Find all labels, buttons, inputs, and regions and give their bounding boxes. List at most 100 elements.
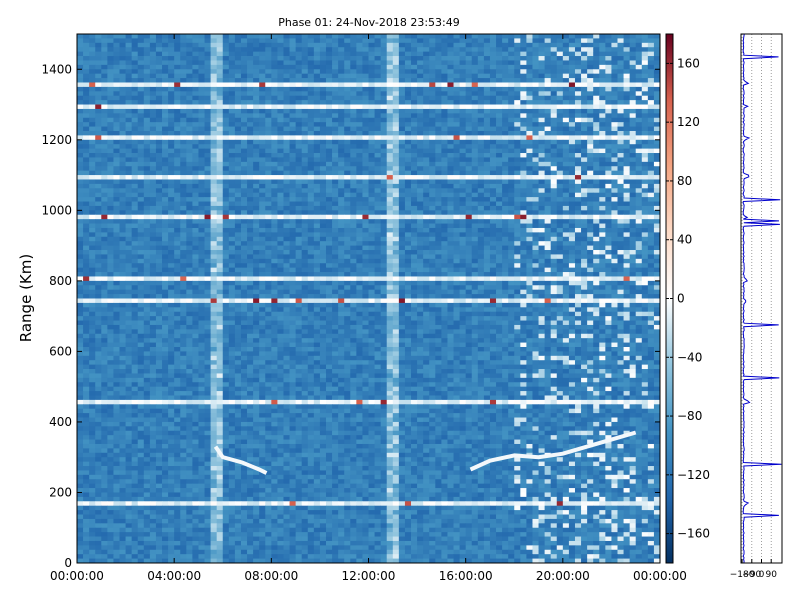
heatmap-cell [216,38,224,44]
heatmap-cell [332,201,339,207]
heatmap-cell [647,56,655,61]
heatmap-cell [198,122,205,127]
heatmap-cell [313,117,321,123]
heatmap-cell [587,130,594,136]
heatmap-cell [216,34,224,39]
heatmap-cell [119,205,126,211]
heatmap-cell [356,258,363,264]
heatmap-cell [119,130,126,136]
heatmap-cell [508,183,515,189]
heatmap-cell [380,148,388,154]
heatmap-cell [174,104,181,110]
heatmap-cell [174,245,181,251]
heatmap-cell [404,148,412,154]
heatmap-cell [562,144,570,150]
heatmap-cell [447,254,454,260]
heatmap-cell [228,258,236,264]
heatmap-cell [532,104,539,110]
heatmap-cell [265,214,272,220]
heatmap-cell [289,197,297,202]
heatmap-cell [192,223,199,229]
heatmap-cell [149,166,157,172]
heatmap-cell [605,95,612,101]
heatmap-cell [319,219,327,224]
heatmap-cell [453,91,460,97]
heatmap-cell [277,157,284,163]
heatmap-cell [131,254,139,260]
heatmap-cell [344,113,351,119]
heatmap-cell [629,86,637,92]
heatmap-cell [508,223,515,229]
heatmap-cell [271,126,278,132]
heatmap-cell [514,73,521,79]
heatmap-cell [204,157,211,163]
heatmap-cell [295,60,303,66]
heatmap-cell [429,236,436,242]
heatmap-cell [174,153,181,158]
heatmap-cell [623,73,631,79]
heatmap-cell [489,60,497,66]
heatmap-cell [411,69,418,75]
heatmap-cell [198,245,205,251]
heatmap-cell [283,60,290,66]
heatmap-cell [319,245,327,251]
heatmap-cell [429,219,436,224]
heatmap-cell [301,117,309,123]
heatmap-cell [113,219,120,224]
heatmap-cell [119,219,126,224]
heatmap-cell [617,91,624,97]
heatmap-cell [216,175,224,180]
heatmap-cell [411,78,418,83]
heatmap-cell [344,183,351,189]
heatmap-cell [216,201,224,207]
heatmap-cell [356,236,363,242]
heatmap-cell [149,42,157,48]
heatmap-cell [502,223,509,229]
heatmap-cell [362,69,369,75]
heatmap-cell [508,157,515,163]
heatmap-cell [101,192,108,198]
heatmap-cell [301,148,309,154]
heatmap-cell [398,95,406,101]
heatmap-cell [259,175,266,180]
heatmap-cell [392,245,400,251]
heatmap-cell [89,245,96,251]
heatmap-cell [441,60,448,66]
heatmap-cell [301,51,309,57]
heatmap-cell [617,104,624,110]
heatmap-cell [95,192,102,198]
heatmap-cell [113,64,120,70]
heatmap-cell [647,175,655,180]
heatmap-cell [623,69,631,75]
heatmap-cell [186,95,193,101]
heatmap-cell [599,51,606,57]
heatmap-cell [532,188,539,194]
heatmap-cell [417,117,424,123]
heatmap-cell [265,56,272,61]
heatmap-cell [259,82,266,88]
heatmap-cell [417,241,424,246]
heatmap-cell [489,254,497,260]
heatmap-cell [641,219,649,224]
heatmap-cell [362,108,369,114]
heatmap-cell [465,153,473,158]
heatmap-cell [581,47,588,53]
heatmap-cell [216,183,224,189]
heatmap-cell [204,86,211,92]
heatmap-cell [271,223,278,229]
heatmap-cell [344,47,351,53]
heatmap-cell [429,104,436,110]
heatmap-cell [253,254,260,260]
heatmap-cell [83,139,90,145]
heatmap-cell [471,161,479,167]
heatmap-cell [404,91,412,97]
heatmap-cell [240,241,248,246]
heatmap-cell [611,245,618,251]
heatmap-cell [574,34,582,39]
heatmap-cell [247,223,254,229]
heatmap-cell [520,166,527,172]
heatmap-cell [101,130,108,136]
heatmap-cell [295,219,303,224]
heatmap-cell [192,78,199,83]
heatmap-cell [520,227,527,233]
